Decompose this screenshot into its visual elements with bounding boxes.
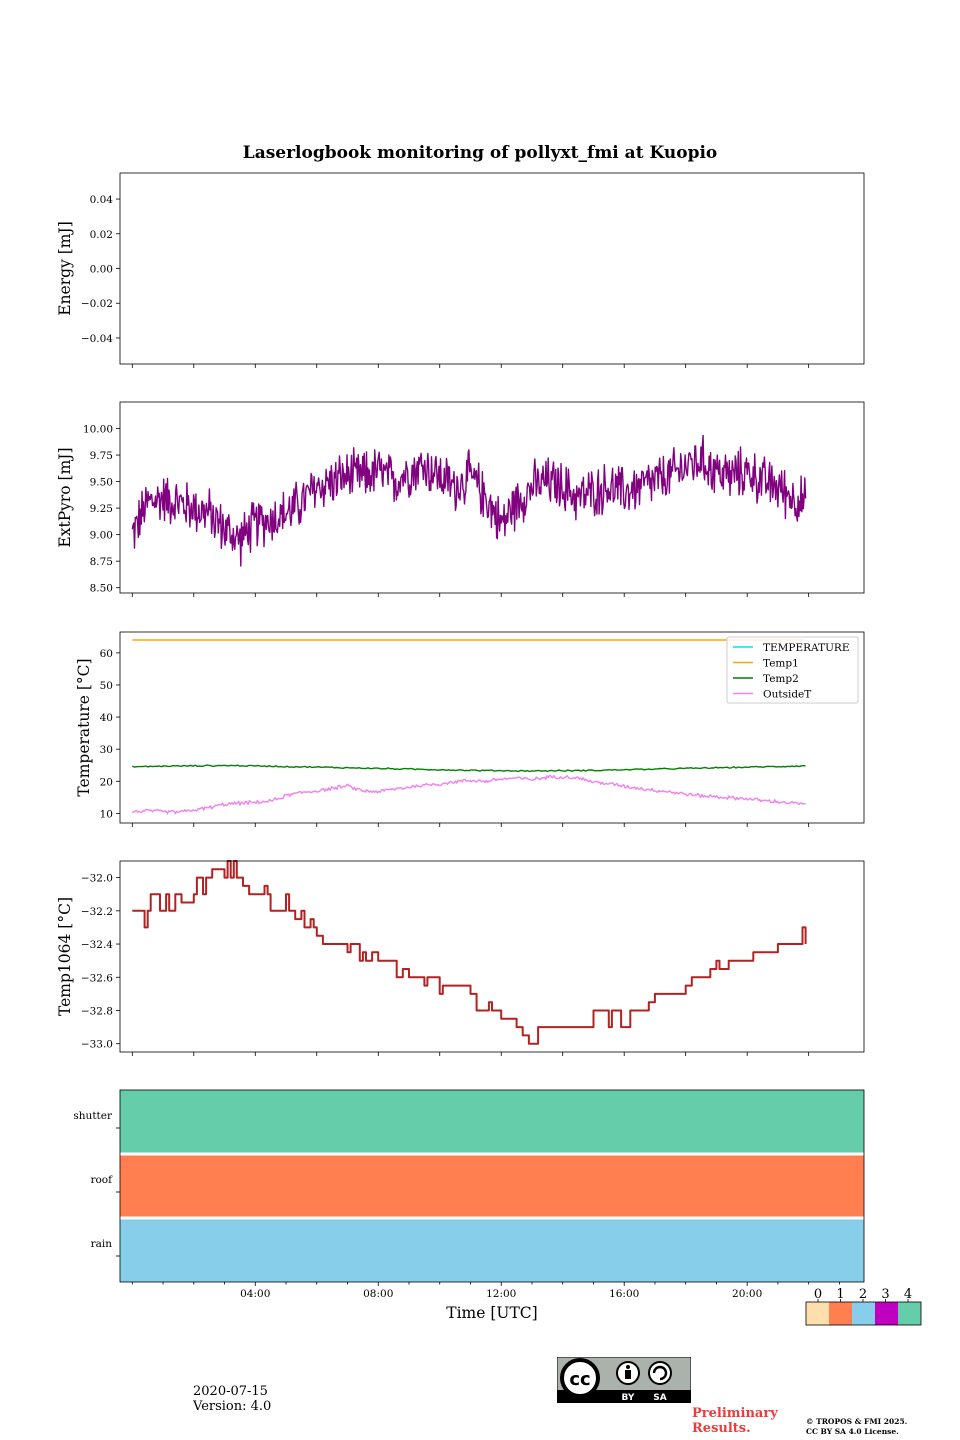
y-axis-label: Energy [mJ]	[56, 221, 74, 316]
colorbar-tick-label: 4	[904, 1287, 912, 1302]
y-tick-label: 60	[100, 648, 113, 660]
copyright-line-2: CC BY SA 4.0 License.	[806, 1427, 899, 1436]
flags-panel: shutter roof rain 04:00 08:00 12:00 16:00 20:00…	[73, 1089, 865, 1322]
colorbar-swatch-3	[875, 1302, 898, 1325]
by-label: BY	[622, 1393, 635, 1403]
y-tick-label: −0.02	[81, 298, 113, 310]
y-tick-label: 9.25	[90, 503, 113, 515]
date-label: 2020-07-15	[193, 1384, 268, 1399]
x-tick-label: 04:00	[240, 1288, 270, 1300]
sa-share-icon	[648, 1361, 672, 1385]
series-line-temp2	[132, 764, 806, 773]
x-tick-label: 20:00	[732, 1288, 762, 1300]
colorbar-frame	[805, 1301, 922, 1326]
y-tick-label: 50	[100, 680, 113, 692]
y-tick-label: −32.6	[81, 972, 113, 984]
y-tick-label: 20	[100, 776, 113, 788]
legend-box	[726, 636, 859, 704]
y-tick-label: −32.2	[81, 906, 113, 918]
y-axis-label: Temperature [°C]	[75, 658, 93, 796]
cc-logo-text: cc	[569, 1369, 590, 1390]
axes-frame	[119, 860, 865, 1053]
y-tick-label: 0.04	[90, 194, 114, 206]
copyright-note: © TROPOS & FMI 2025. CC BY SA 4.0 Licens…	[806, 1417, 956, 1437]
energy-panel: Energy [mJ] 0.04 0.02 0.00 −0.02 −0.04	[56, 172, 865, 368]
flag-row-label: shutter	[73, 1110, 113, 1122]
figure-title: Laserlogbook monitoring of pollyxt_fmi a…	[243, 143, 718, 163]
flag-row-shutter	[120, 1090, 864, 1154]
legend-entry: TEMPERATURE	[763, 642, 850, 654]
flag-row-rain	[120, 1218, 864, 1282]
cc-by-sa-badge: cc BY SA	[556, 1356, 692, 1404]
legend-entry: Temp2	[763, 673, 799, 685]
temp1064-panel: Temp1064 [°C] −32.0 −32.2 −32.4 −32.6 −32.8 −3…	[56, 860, 865, 1056]
y-axis-label: ExtPyro [mJ]	[56, 447, 74, 547]
cc-logo-icon	[560, 1358, 600, 1398]
y-tick-label: 8.50	[90, 583, 113, 595]
x-tick-label: 08:00	[363, 1288, 393, 1300]
preliminary-note: Preliminary Results.	[692, 1406, 802, 1436]
y-tick-label: 9.75	[90, 450, 113, 462]
preliminary-line-2: Results.	[692, 1421, 751, 1436]
extpyro-panel: ExtPyro [mJ] 10.00 9.75 9.50 9.25 9.00 8.75 8.5…	[56, 401, 865, 597]
axes-frame	[119, 631, 865, 824]
series-line-temp1064	[132, 860, 807, 1045]
legend-entry: OutsideT	[763, 689, 811, 701]
flag-row-label: rain	[91, 1238, 113, 1250]
y-tick-label: 30	[100, 744, 113, 756]
temperature-panel: Temperature [°C] 60 50 40 30 20 10 TEMPERATURE T…	[75, 631, 865, 827]
y-tick-label: 10.00	[83, 424, 113, 436]
axes-frame	[119, 1089, 865, 1283]
y-tick-label: 40	[100, 712, 113, 724]
y-tick-label: 10	[100, 808, 113, 820]
colorbar-tick-label: 1	[836, 1287, 844, 1302]
colorbar-tick-label: 3	[881, 1287, 889, 1302]
series-line-extpyro	[131, 434, 807, 567]
axes-frame	[119, 172, 865, 365]
copyright-line-1: © TROPOS & FMI 2025.	[806, 1417, 908, 1426]
flag-row-roof	[120, 1154, 864, 1218]
y-tick-label: −32.8	[81, 1005, 113, 1017]
x-axis-label: Time [UTC]	[446, 1304, 537, 1322]
y-tick-label: −0.04	[81, 333, 113, 345]
y-tick-label: −32.0	[81, 873, 113, 885]
y-tick-label: 9.00	[90, 530, 113, 542]
y-tick-label: 0.00	[90, 264, 113, 276]
y-axis-label: Temp1064 [°C]	[56, 897, 74, 1016]
y-tick-label: 0.02	[90, 229, 113, 241]
y-tick-label: 9.50	[90, 477, 113, 489]
preliminary-line-1: Preliminary	[692, 1406, 778, 1421]
legend-entry: Temp1	[763, 658, 799, 670]
version-label: Version: 4.0	[193, 1399, 272, 1414]
axes-frame	[119, 401, 865, 594]
colorbar-tick-label: 0	[814, 1287, 822, 1302]
y-tick-label: 8.75	[90, 556, 113, 568]
colorbar-swatch-4	[898, 1302, 921, 1325]
x-tick-label: 12:00	[486, 1288, 516, 1300]
colorbar-swatch-0	[806, 1302, 829, 1325]
y-tick-label: −32.4	[81, 939, 113, 951]
y-tick-label: −33.0	[81, 1039, 113, 1051]
flag-row-label: roof	[90, 1174, 113, 1186]
colorbar-swatch-1	[829, 1302, 852, 1325]
x-tick-label: 16:00	[609, 1288, 639, 1300]
colorbar-swatch-2	[852, 1302, 875, 1325]
date-version-block: 2020-07-15 Version: 4.0	[193, 1384, 271, 1414]
colorbar-tick-label: 2	[859, 1287, 867, 1302]
series-line-outsidet	[131, 774, 806, 815]
sa-label: SA	[653, 1393, 666, 1403]
